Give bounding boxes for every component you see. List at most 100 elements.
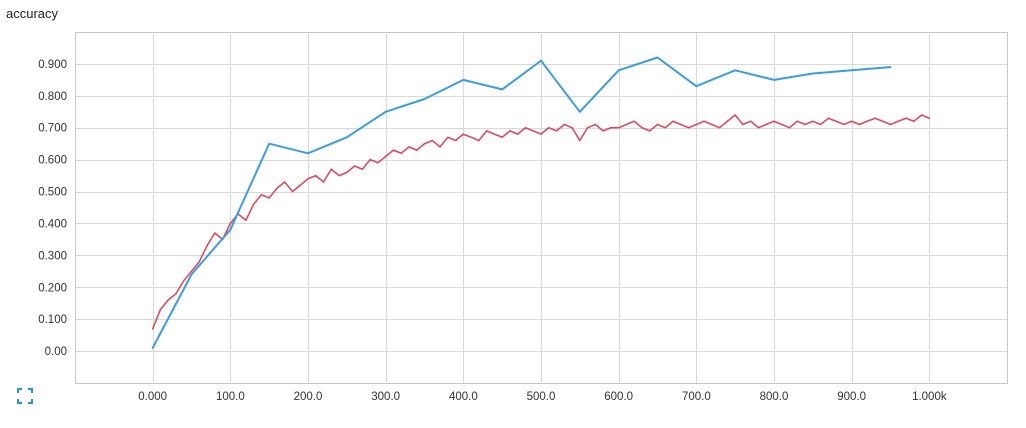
series-1-point (610, 126, 612, 129)
series-1-point (602, 130, 604, 132)
series-0-point (579, 111, 581, 113)
series-1-point (897, 120, 900, 123)
series-0-point (850, 69, 853, 72)
series-1-point (509, 130, 511, 132)
series-1-point (447, 136, 449, 139)
series-1-point (346, 171, 348, 174)
series-1-point (392, 149, 395, 151)
series-1-point (532, 130, 534, 132)
series-1-point (501, 136, 504, 139)
series-1-point (454, 139, 457, 142)
series-0-point (812, 72, 814, 75)
series-0-point (695, 85, 698, 87)
series-1-point (648, 130, 651, 132)
x-tick-label: 200.0 (294, 391, 323, 403)
series-0-point (734, 69, 736, 72)
x-tick-label: 400.0 (449, 391, 478, 403)
series-1-point (788, 126, 791, 129)
series-1-point (843, 123, 845, 126)
series-1-point (734, 114, 736, 116)
series-1-point (548, 126, 550, 129)
series-1-point (268, 197, 271, 199)
series-1-point (796, 120, 799, 123)
series-1-point (214, 232, 216, 234)
series-1-point (291, 190, 294, 193)
x-tick-label: 1.000k (912, 391, 947, 403)
series-1-point (850, 120, 853, 123)
series-1-point (703, 120, 705, 123)
y-tick-label: 0.200 (38, 282, 67, 294)
x-tick-label: 900.0 (837, 391, 866, 403)
series-1-point (742, 123, 744, 126)
series-1-point (874, 117, 876, 119)
series-1-point (765, 123, 767, 126)
series-1-point (252, 203, 255, 206)
series-1-point (338, 174, 340, 177)
series-1-point (361, 168, 364, 170)
series-0-point (617, 69, 620, 72)
fit-to-screen-icon[interactable] (17, 388, 33, 404)
series-0-point (423, 98, 426, 100)
series-1-point (687, 126, 690, 129)
series-1-point (330, 168, 333, 170)
series-1-point (781, 123, 783, 126)
series-1-point (835, 120, 837, 123)
series-1-point (415, 149, 418, 151)
series-0-point (346, 136, 348, 139)
series-1-point (182, 280, 185, 282)
series-1-point (672, 120, 674, 123)
series-1-point (315, 174, 317, 177)
series-1-point (726, 120, 729, 123)
y-tick-label: 0.500 (38, 187, 67, 199)
x-tick-label: 500.0 (527, 391, 556, 403)
plot-frame (75, 32, 1008, 384)
series-1-point (617, 126, 620, 129)
series-1-point (889, 123, 892, 126)
x-tick-label: 0.000 (138, 391, 167, 403)
series-1-point (245, 219, 247, 222)
series-1-point (819, 123, 822, 126)
series-1-point (276, 187, 278, 190)
series-1-point (400, 152, 403, 155)
series-1-point (866, 120, 868, 123)
series-1-point (516, 133, 519, 135)
series-1-point (563, 123, 566, 126)
x-tick-label: 600.0 (604, 391, 633, 403)
series-1-point (579, 139, 581, 142)
series-1-point (524, 126, 527, 129)
series-1-point (633, 120, 635, 123)
series-1-point (586, 126, 589, 129)
series-0-point (151, 347, 154, 349)
series-1-point (384, 155, 387, 158)
series-1-point (159, 308, 162, 311)
y-tick-label: 0.00 (45, 346, 67, 358)
series-1-point (656, 123, 659, 126)
series-0-point (540, 59, 542, 62)
series-1-point (369, 158, 371, 161)
series-1-point (322, 181, 325, 183)
series-1-point (167, 299, 169, 301)
series-1-point (377, 162, 379, 164)
x-tick-label: 100.0 (216, 391, 245, 403)
series-0-point (656, 56, 659, 59)
series-1-point (571, 126, 573, 129)
series-1-point (812, 120, 814, 123)
series-0-point (501, 88, 504, 91)
y-tick-label: 0.100 (38, 314, 67, 326)
series-1-point (913, 120, 915, 123)
fit-to-screen-icon-graphic (17, 388, 33, 404)
series-0-point (229, 229, 232, 231)
series-0-point (268, 142, 271, 145)
series-1-point (198, 260, 201, 263)
series-1-point (680, 123, 682, 126)
series-1-point (190, 270, 193, 273)
series-1-point (206, 245, 208, 247)
x-tick-label: 300.0 (371, 391, 400, 403)
series-1-point (711, 123, 713, 126)
series-0-point (889, 66, 892, 68)
series-1-point (462, 133, 465, 135)
series-1-point (664, 126, 667, 129)
series-1-point (555, 130, 558, 132)
